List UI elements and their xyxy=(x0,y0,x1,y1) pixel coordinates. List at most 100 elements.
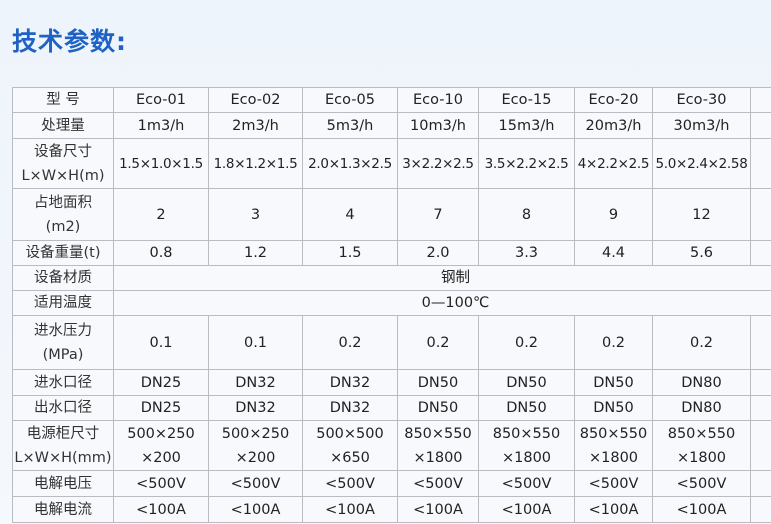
cell-line: L×W×H(mm) xyxy=(14,449,112,466)
row-label: 适用温度 xyxy=(12,290,114,316)
cell-text: 3.3 xyxy=(514,245,539,261)
cell-line: 进水压力 xyxy=(34,322,92,339)
section-title: 技术参数: xyxy=(12,27,127,56)
cell: 1.5×1.0×1.5 xyxy=(113,138,209,189)
table-row: 电源柜尺寸 L×W×H(mm) 500×250 ×200 500×250 ×200 500×… xyxy=(12,420,771,471)
cell: DN32 xyxy=(208,369,303,396)
cell: Eco-15 xyxy=(478,87,575,113)
cell: 500×250 ×200 xyxy=(113,420,209,471)
cut-cell xyxy=(750,188,771,241)
cell-line: 电源柜尺寸 xyxy=(26,425,100,442)
cell-line: ×1800 xyxy=(676,449,727,466)
cell: DN25 xyxy=(113,369,209,396)
table-row: 处理量 1m3/h 2m3/h 5m3/h 10m3/h 15m3/h 20m3/h 30m3… xyxy=(12,112,771,139)
cell: 0—100℃ xyxy=(113,290,771,316)
cell: 850×550 ×1800 xyxy=(574,420,653,471)
cell: <100A xyxy=(113,496,209,523)
cell-text: <100A xyxy=(413,501,463,518)
cell: DN25 xyxy=(113,395,209,421)
table-row: 占地面积 (m2) 2 3 4 7 8 9 12 xyxy=(12,188,771,241)
cell-text: <500V xyxy=(676,475,727,492)
cell-text: 5m3/h xyxy=(326,117,374,134)
cell-line: ×200 xyxy=(235,449,276,466)
cell-text: DN32 xyxy=(235,400,276,416)
table-row: 电解电流 <100A <100A <100A <100A <100A <100A <100A xyxy=(12,496,771,523)
cell: Eco-02 xyxy=(208,87,303,113)
row-label: 电解电流 xyxy=(12,496,114,523)
cell-text: 0.2 xyxy=(514,334,539,351)
cell-text: Eco-02 xyxy=(230,92,281,108)
cell: 0.1 xyxy=(208,315,303,370)
cell: <500V xyxy=(574,470,653,497)
cell-text: DN50 xyxy=(593,400,634,416)
cell-text: 2.0 xyxy=(426,245,450,261)
cell-text: 8 xyxy=(521,206,532,223)
cut-cell xyxy=(750,395,771,421)
cell: <100A xyxy=(478,496,575,523)
cell: 3.5×2.2×2.5 xyxy=(478,138,575,189)
cell-text: DN32 xyxy=(329,400,371,416)
cell-text: 1.8×1.2×1.5 xyxy=(213,155,298,172)
cell-text: Eco-05 xyxy=(325,92,375,108)
cell-text: DN50 xyxy=(506,374,547,391)
cell: 2.0 xyxy=(397,240,479,266)
cell-text: 设备重量(t) xyxy=(25,245,101,261)
cell-text: <100A xyxy=(676,501,727,518)
cell-text: DN50 xyxy=(417,374,459,391)
cell-text: 3 xyxy=(250,206,261,223)
row-label: 设备材质 xyxy=(12,265,114,291)
cell-text: 1.2 xyxy=(243,245,268,261)
cell-text: DN32 xyxy=(329,374,371,391)
cell: 8 xyxy=(478,188,575,241)
cell-text: 适用温度 xyxy=(34,295,92,311)
cell: 4 xyxy=(302,188,398,241)
cell: 2.0×1.3×2.5 xyxy=(302,138,398,189)
table-row: 进水压力 (MPa) 0.1 0.1 0.2 0.2 0.2 0.2 0.2 xyxy=(12,315,771,370)
cell-text: 3.5×2.2×2.5 xyxy=(484,155,569,172)
cell-text: 20m3/h xyxy=(585,117,642,134)
table-row: 进水口径 DN25 DN32 DN32 DN50 DN50 DN50 DN80 xyxy=(12,369,771,396)
cell-text: 0.2 xyxy=(689,334,714,351)
cell-text: <500V xyxy=(230,475,281,492)
cell-line: 850×550 xyxy=(404,425,472,442)
cell-line: ×1800 xyxy=(588,449,639,466)
cell: <500V xyxy=(302,470,398,497)
cell-line: 850×550 xyxy=(667,425,736,442)
cell-text: <500V xyxy=(588,475,639,492)
cell-text: 4 xyxy=(345,206,355,223)
cell: 850×550 ×1800 xyxy=(397,420,479,471)
cell: DN50 xyxy=(397,369,479,396)
cell-text: DN80 xyxy=(681,400,722,416)
cell: <500V xyxy=(397,470,479,497)
cell-text: 10m3/h xyxy=(410,117,466,134)
cell: 2m3/h xyxy=(208,112,303,139)
cell: Eco-01 xyxy=(113,87,209,113)
cell: Eco-30 xyxy=(652,87,751,113)
cell: 12 xyxy=(652,188,751,241)
cell-text: 设备材质 xyxy=(34,270,92,286)
spec-table: 型 号 Eco-01 Eco-02 Eco-05 Eco-10 Eco-15 Eco-20 E… xyxy=(12,87,771,523)
cell-text: 2m3/h xyxy=(232,117,279,134)
cell-text: 4×2.2×2.5 xyxy=(577,155,650,172)
table-row: 出水口径 DN25 DN32 DN32 DN50 DN50 DN50 DN80 xyxy=(12,395,771,421)
cell-text: 0.2 xyxy=(426,334,450,351)
cell-text: 0.1 xyxy=(243,334,268,351)
cell: 4×2.2×2.5 xyxy=(574,138,653,189)
cell-text: DN25 xyxy=(140,400,182,416)
cell-text: 2 xyxy=(156,206,166,223)
cut-cell xyxy=(750,496,771,523)
cell: 0.2 xyxy=(397,315,479,370)
cell: 10m3/h xyxy=(397,112,479,139)
cell: 0.2 xyxy=(652,315,751,370)
cell-text: DN50 xyxy=(506,400,547,416)
row-label: 设备尺寸 L×W×H(m) xyxy=(12,138,114,189)
cell-text: <500V xyxy=(413,475,463,492)
cell-text: 处理量 xyxy=(41,117,85,134)
cell-text: <100A xyxy=(501,501,552,518)
cell-line: (m2) xyxy=(45,218,81,235)
cell-text: 进水口径 xyxy=(34,374,92,391)
cell-text: 15m3/h xyxy=(498,117,555,134)
cell: 3×2.2×2.5 xyxy=(397,138,479,189)
cell: DN50 xyxy=(574,395,653,421)
